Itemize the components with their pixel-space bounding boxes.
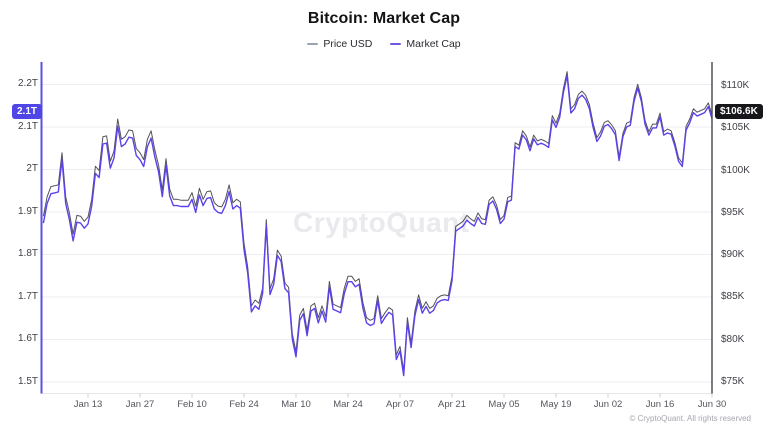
copyright-notice: © CryptoQuant. All rights reserved [629,414,752,423]
x-axis-tick: Feb 24 [229,399,259,410]
x-axis-tick: Mar 10 [281,399,311,410]
x-axis-tick: Jan 13 [73,399,103,410]
x-axis-tick: Jun 02 [593,399,623,410]
legend-item-market-cap[interactable]: Market Cap [390,38,461,50]
left-axis-tick: 1.7T [17,291,38,302]
market-cap-series-dash-icon [390,43,402,45]
right-axis-tick: $95K [721,207,745,218]
left-axis-tick: 2T [26,163,38,174]
x-axis-tick: Jun 30 [697,399,727,410]
x-axis-tick: May 19 [540,399,572,410]
legend-label-market-cap: Market Cap [406,38,461,50]
x-axis-tick: May 05 [488,399,520,410]
right-axis-tick: $80K [721,334,745,345]
left-axis-tick: 1.6T [17,333,38,344]
left-axis-tick: 1.5T [17,376,38,387]
x-axis-tick: Jun 16 [645,399,675,410]
right-axis-tick: $110K [721,80,750,91]
legend-item-price-usd[interactable]: Price USD [307,38,372,50]
x-axis-tick: Mar 24 [333,399,363,410]
x-axis-tick: Jan 27 [125,399,155,410]
right-axis-tick: $85K [721,291,745,302]
right-axis-tick: $75K [721,376,745,387]
left-axis-tick: 2.1T [17,121,38,132]
market-cap-current-badge: 2.1T [11,103,42,119]
left-axis-tick: 1.8T [17,248,38,259]
legend-label-price-usd: Price USD [323,38,373,50]
right-axis-tick: $90K [721,249,745,260]
x-axis-tick: Apr 21 [438,399,466,410]
left-axis-tick: 2.2T [17,78,38,89]
price-series-dash-icon [307,43,319,45]
price-current-badge: $106.6K [715,103,763,119]
right-axis-tick: $100K [721,165,750,176]
right-axis-tick: $105K [721,122,750,133]
left-axis-tick: 1.9T [17,206,38,217]
chart-legend: Price USD Market Cap [0,38,768,50]
page-title: Bitcoin: Market Cap [307,10,461,27]
x-axis-tick: Apr 07 [386,399,414,410]
x-axis-tick: Feb 10 [177,399,207,410]
